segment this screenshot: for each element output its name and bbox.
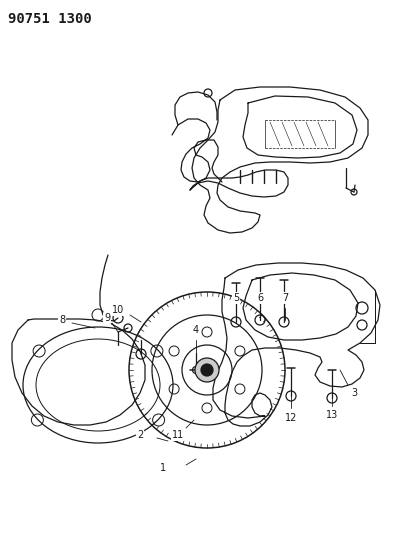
Text: 9: 9	[104, 313, 110, 323]
Text: 13: 13	[325, 410, 337, 420]
Circle shape	[200, 364, 213, 376]
Text: 6: 6	[256, 293, 263, 303]
Text: 12: 12	[284, 413, 297, 423]
Text: 2: 2	[137, 430, 143, 440]
Text: 5: 5	[232, 293, 238, 303]
Text: 8: 8	[59, 315, 65, 325]
Text: 4: 4	[193, 325, 199, 335]
Text: 7: 7	[281, 293, 288, 303]
Text: 1: 1	[160, 463, 166, 473]
Text: 11: 11	[171, 430, 184, 440]
Circle shape	[195, 358, 218, 382]
Text: 10: 10	[112, 305, 124, 315]
Text: 3: 3	[350, 388, 356, 398]
Text: 90751 1300: 90751 1300	[8, 12, 92, 26]
